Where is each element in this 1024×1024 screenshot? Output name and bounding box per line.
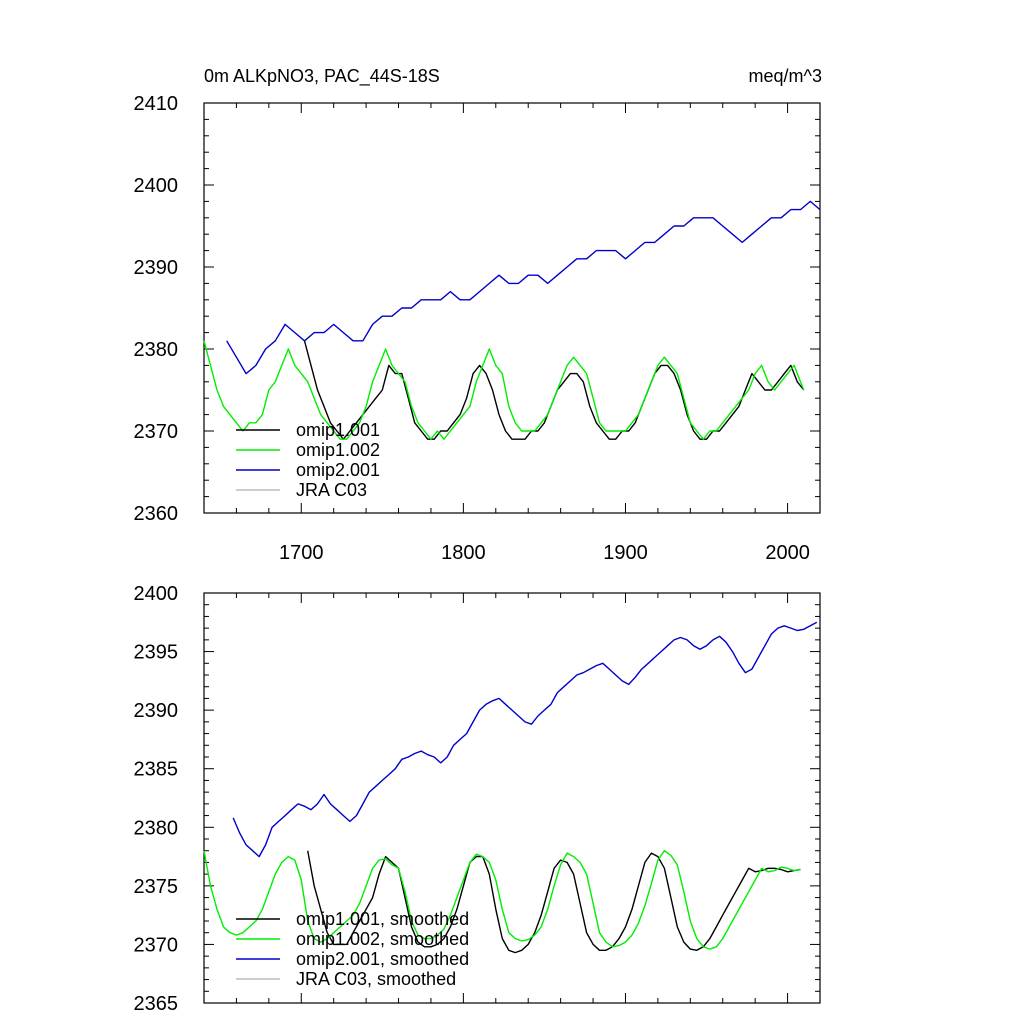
panel1-units: meq/m^3 — [749, 66, 822, 86]
legend-label: omip2.001, smoothed — [296, 949, 469, 969]
y-tick-label: 2400 — [134, 175, 179, 197]
y-tick-label: 2390 — [134, 700, 179, 722]
panel2-frame — [203, 592, 821, 1004]
y-tick-label: 2395 — [134, 642, 179, 664]
x-tick-label: 2000 — [765, 542, 810, 564]
legend-label: omip1.002 — [296, 440, 380, 460]
y-tick-label: 2410 — [134, 93, 179, 115]
x-tick-label: 1700 — [279, 542, 324, 564]
legend-label: omip1.001, smoothed — [296, 909, 469, 929]
x-tick-label: 1800 — [441, 542, 486, 564]
legend-label: JRA C03 — [296, 480, 367, 500]
y-tick-label: 2385 — [134, 759, 179, 781]
y-tick-label: 2370 — [134, 421, 179, 443]
y-tick-label: 2360 — [134, 503, 179, 525]
y-tick-label: 2375 — [134, 876, 179, 898]
top-panel: 0m ALKpNO3, PAC_44S-18S meq/m^3 2360 2370… — [134, 66, 823, 564]
legend-label: omip1.001 — [296, 420, 380, 440]
series-line-omip2-001 — [226, 200, 821, 375]
x-tick-label: 1900 — [603, 542, 648, 564]
y-tick-label: 2365 — [134, 993, 179, 1015]
y-tick-label: 2380 — [134, 817, 179, 839]
panel1-title: 0m ALKpNO3, PAC_44S-18S — [204, 66, 440, 87]
series-line-omip1-001-smoothed — [307, 850, 801, 954]
bottom-panel: 2365 2370 2375 2380 2385 2390 2395 2400 omip1.0… — [134, 583, 821, 1015]
legend-label: omip2.001 — [296, 460, 380, 480]
series-line-omip2-001-smoothed — [232, 621, 818, 858]
y-tick-label: 2380 — [134, 339, 179, 361]
series-line-omip1-002 — [203, 340, 805, 440]
panel1-frame — [203, 102, 821, 514]
y-tick-label: 2370 — [134, 934, 179, 956]
y-tick-label: 2390 — [134, 257, 179, 279]
y-tick-label: 2400 — [134, 583, 179, 605]
legend-label: omip1.002, smoothed — [296, 929, 469, 949]
series-line-omip1-002-smoothed — [203, 850, 801, 950]
legend-label: JRA C03, smoothed — [296, 969, 456, 989]
